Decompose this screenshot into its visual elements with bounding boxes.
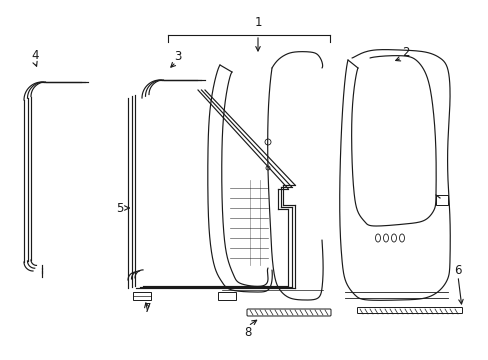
Text: 7: 7 xyxy=(144,302,151,315)
Bar xyxy=(218,292,236,300)
Text: 6: 6 xyxy=(453,264,461,276)
Text: 8: 8 xyxy=(244,325,251,338)
Text: 2: 2 xyxy=(402,45,409,59)
Ellipse shape xyxy=(399,234,404,242)
FancyBboxPatch shape xyxy=(246,309,330,316)
Bar xyxy=(133,292,151,300)
Text: 1: 1 xyxy=(254,15,261,28)
Ellipse shape xyxy=(383,234,387,242)
FancyBboxPatch shape xyxy=(357,307,462,314)
Bar xyxy=(435,195,447,205)
Ellipse shape xyxy=(391,234,396,242)
Ellipse shape xyxy=(375,234,380,242)
Text: 3: 3 xyxy=(174,50,182,63)
Text: 4: 4 xyxy=(31,49,39,62)
Text: 5: 5 xyxy=(116,202,123,215)
